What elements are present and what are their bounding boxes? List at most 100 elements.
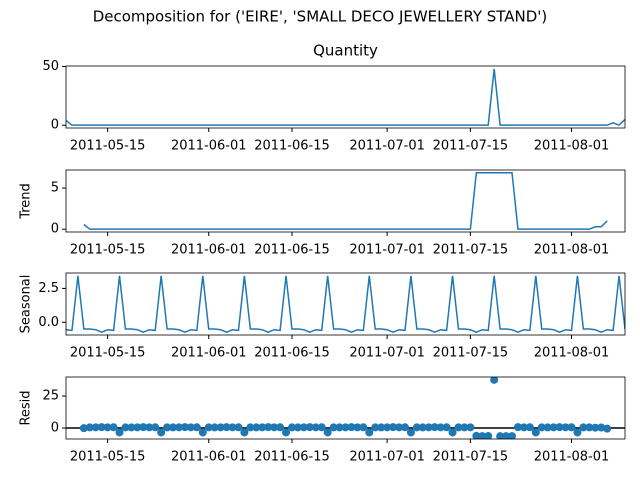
point	[329, 423, 338, 432]
point	[353, 423, 362, 432]
point	[317, 423, 326, 432]
axes-frame	[65, 376, 626, 440]
point	[472, 431, 481, 439]
y-tick-label: 0.0	[38, 315, 59, 330]
point	[567, 423, 576, 432]
point	[133, 423, 142, 432]
point	[347, 423, 356, 432]
x-tick-label: 2011-07-01	[349, 243, 425, 258]
panel: Seasonal 0.0 2.5 2011-05-15 2011-06-01 2011-0…	[19, 272, 626, 361]
y-tick-label: 5	[51, 181, 59, 196]
point	[258, 423, 267, 432]
point	[264, 423, 273, 432]
point	[371, 423, 380, 432]
point	[496, 432, 505, 439]
x-tick-label: 2011-07-01	[349, 346, 425, 361]
series-line	[83, 172, 608, 230]
point	[240, 428, 249, 437]
point	[460, 423, 469, 432]
point	[579, 423, 588, 432]
point	[103, 423, 112, 432]
point	[478, 432, 487, 439]
plot-area	[66, 377, 625, 439]
point	[276, 423, 285, 432]
x-tick-label: 2011-07-01	[349, 450, 425, 465]
point	[246, 423, 255, 432]
point	[395, 423, 404, 432]
series-line	[66, 68, 625, 127]
point	[442, 423, 451, 432]
point	[519, 423, 528, 432]
x-tick-label: 2011-08-01	[534, 243, 610, 258]
point	[365, 428, 374, 437]
point	[115, 428, 124, 437]
point	[591, 423, 600, 432]
point	[585, 423, 594, 432]
point	[311, 423, 320, 432]
point	[549, 423, 558, 432]
point	[448, 428, 457, 437]
point	[597, 423, 606, 432]
y-axis-label: Resid	[19, 390, 34, 425]
point	[466, 423, 475, 432]
x-tick-label: 2011-06-15	[254, 243, 330, 258]
point	[270, 423, 279, 432]
point	[198, 428, 207, 437]
point	[222, 423, 231, 432]
point	[406, 428, 415, 437]
figure-title: Decomposition for ('EIRE', 'SMALL DECO J…	[93, 8, 548, 26]
point	[436, 423, 445, 432]
point	[151, 423, 160, 432]
point	[513, 423, 522, 432]
x-tick-label: 2011-06-15	[254, 139, 330, 154]
point	[335, 423, 344, 432]
x-tick-label: 2011-05-15	[70, 450, 146, 465]
point	[287, 423, 296, 432]
point	[234, 423, 243, 432]
panel-title: Quantity	[313, 42, 378, 60]
axes-frame	[65, 65, 626, 129]
y-axis-label: Trend	[19, 183, 34, 220]
point	[145, 423, 154, 432]
x-tick-label: 2011-08-01	[534, 346, 610, 361]
x-tick-label: 2011-07-15	[433, 450, 509, 465]
point	[293, 423, 302, 432]
plot-area	[66, 275, 625, 333]
point	[299, 423, 308, 432]
x-tick-label: 2011-06-15	[254, 450, 330, 465]
point	[389, 423, 398, 432]
point	[502, 432, 511, 439]
point	[180, 423, 189, 432]
x-tick-label: 2011-06-01	[171, 243, 247, 258]
x-tick-label: 2011-07-15	[433, 243, 509, 258]
panel: Quantity 0 50 2011-05-15 2011-06-01 2011-06-1…	[42, 42, 626, 154]
point	[454, 423, 463, 432]
point	[204, 423, 213, 432]
point	[424, 423, 433, 432]
panel: Trend 0 5 2011-05-15 2011-06-01 2011-06-15 201…	[19, 169, 626, 258]
x-tick-label: 2011-05-15	[70, 139, 146, 154]
point	[216, 423, 225, 432]
point	[121, 423, 130, 432]
point	[186, 423, 195, 432]
point	[418, 423, 427, 432]
point	[543, 423, 552, 432]
point	[79, 424, 88, 433]
x-tick-label: 2011-06-15	[254, 346, 330, 361]
y-tick-label: 50	[42, 59, 59, 74]
y-axis-label: Seasonal	[19, 275, 34, 334]
y-tick-label: 0	[51, 118, 59, 133]
point	[490, 377, 499, 384]
point	[603, 424, 612, 433]
x-tick-label: 2011-06-01	[171, 450, 247, 465]
y-tick-label: 0	[51, 421, 59, 436]
point	[525, 423, 534, 432]
point	[210, 423, 219, 432]
point	[169, 423, 178, 432]
point	[377, 423, 386, 432]
point	[400, 423, 409, 432]
point	[412, 423, 421, 432]
point	[537, 423, 546, 432]
x-tick-label: 2011-06-01	[171, 346, 247, 361]
